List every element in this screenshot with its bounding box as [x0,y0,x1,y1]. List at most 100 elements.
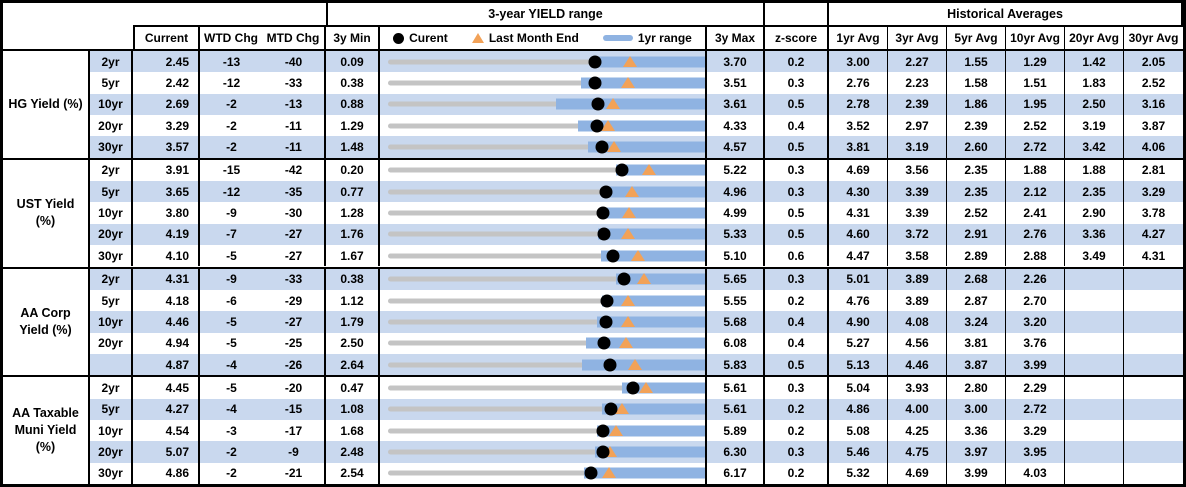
avg-value-4: 2.72 [1006,136,1065,158]
z-score-value: 0.3 [765,72,829,94]
three-year-max-value: 5.65 [707,268,765,290]
avg-value-2: 4.69 [888,462,947,484]
avg-value-2: 3.72 [888,223,947,246]
one-year-range-bar [588,141,705,153]
avg-value-3: 3.99 [947,462,1006,484]
three-year-min-value: 2.50 [326,332,380,354]
three-year-max-value: 5.61 [707,377,765,399]
table-row: 20yr 4.19 -7 -27 1.76 5.33 0.5 4.60 3.72 2.91 2.76… [90,223,1183,246]
three-year-range-track [388,231,705,237]
tenor-label: 30yr [90,462,133,484]
avg-value-1: 4.86 [829,398,888,420]
range-bullet-chart [380,353,707,376]
three-year-min-value: 1.28 [326,202,380,224]
wtd-chg-value: -6 [226,293,237,308]
range-bullet-area [388,399,705,420]
z-score-value: 0.5 [765,202,829,224]
avg-value-3: 1.58 [947,72,1006,94]
current-marker [590,119,604,133]
wtd-chg-value: -7 [200,223,263,246]
avg-value-3: 3.36 [947,419,1006,442]
group-rows: 2yr 4.45 -5 -20 0.47 5.61 0.3 5.04 3.93 2.80 2.29 5… [90,377,1183,484]
chart-legend: Curent Last Month End 1yr range [380,25,707,49]
tenor-label: 5yr [90,72,133,94]
avg-value-2: 3.89 [888,289,947,312]
range-bullet-area [388,463,705,484]
avg-value-4: 1.29 [1006,51,1065,73]
range-bullet-area [388,136,705,157]
z-score-value: 0.5 [765,223,829,246]
avg-value-6 [1124,268,1183,290]
last-month-end-marker [637,273,652,285]
legend-label-1yr-range: 1yr range [637,31,692,45]
avg-value-3: 2.39 [947,115,1006,137]
avg-value-2: 3.56 [888,159,947,182]
three-year-max-value: 3.61 [707,93,765,116]
three-year-max-value: 5.89 [707,419,765,442]
avg-value-4: 1.51 [1006,72,1065,94]
last-month-end-marker [625,185,640,197]
wtd-chg-value: -9 [226,206,237,221]
tenor-label: 10yr [90,202,133,224]
three-year-max-value: 3.70 [707,51,765,73]
avg-value-2: 4.75 [888,441,947,463]
three-year-range-track [388,340,705,346]
legend-label-last-month-end: Last Month End [488,31,579,45]
tenor-label: 30yr [90,245,133,267]
range-bullet-area [388,311,705,332]
wtd-chg-value: -9 [200,268,263,290]
current-marker [596,206,610,220]
one-year-range-bar [586,337,705,349]
avg-value-4: 2.41 [1006,202,1065,224]
current-marker [599,185,613,199]
group-label: HG Yield (%) [3,51,90,158]
group-label: AA Corp Yield (%) [3,268,90,376]
three-year-range-track [388,449,705,455]
three-year-min-value: 1.12 [326,289,380,312]
avg-value-1: 5.13 [829,353,888,376]
avg-value-2: 4.00 [888,398,947,420]
range-section-title: 3-year YIELD range [326,3,765,25]
avg-value-5: 3.42 [1065,136,1124,158]
avg-value-6 [1124,311,1183,333]
wtd-chg-value: -2 [226,118,237,133]
three-year-range-track [388,298,705,304]
avg-value-3: 2.89 [947,245,1006,267]
tenor-label [90,353,133,376]
one-year-range-bar [601,295,705,307]
one-year-range-bar [615,273,705,285]
range-bullet-area [388,181,705,202]
three-year-min-value: 1.79 [326,311,380,333]
table-row: 2yr 4.45 -5 -20 0.47 5.61 0.3 5.04 3.93 2.80 2.29 [90,377,1183,399]
avg-value-2: 2.23 [888,72,947,94]
current-marker [604,402,618,416]
three-year-range-track [388,167,705,173]
avg-value-5 [1065,441,1124,463]
table-row: 4.87 -4 -26 2.64 5.83 0.5 5.13 4.46 3.87 3.99 [90,353,1183,376]
current-marker [626,381,640,395]
range-bullet-chart [380,159,707,182]
avg-value-3: 2.35 [947,181,1006,203]
current-value: 4.54 [133,419,200,442]
current-marker [595,140,609,154]
one-year-range-bar [581,77,705,89]
group-rows: 2yr 2.45 -13 -40 0.09 3.70 0.2 3.00 2.27 1.55 1.29… [90,51,1183,158]
range-bullet-area [388,51,705,72]
avg-value-4: 3.95 [1006,441,1065,463]
three-year-max-value: 4.33 [707,115,765,137]
last-month-end-marker [630,249,645,261]
avg-value-1: 4.69 [829,159,888,182]
avg-value-5 [1065,419,1124,442]
avg-value-2: 3.93 [888,377,947,399]
wtd-chg-value: -5 [200,311,263,333]
current-marker [597,336,611,350]
avg-value-2: 4.56 [888,332,947,354]
three-year-range-track [388,470,705,476]
mtd-chg-value: -17 [263,419,326,442]
one-year-range-bar [600,207,705,219]
current-marker [591,97,605,111]
range-bullet-chart [380,398,707,420]
avg-value-5: 1.42 [1065,51,1124,73]
avg-value-5: 2.50 [1065,93,1124,116]
wtd-chg-value: -5 [226,248,237,263]
